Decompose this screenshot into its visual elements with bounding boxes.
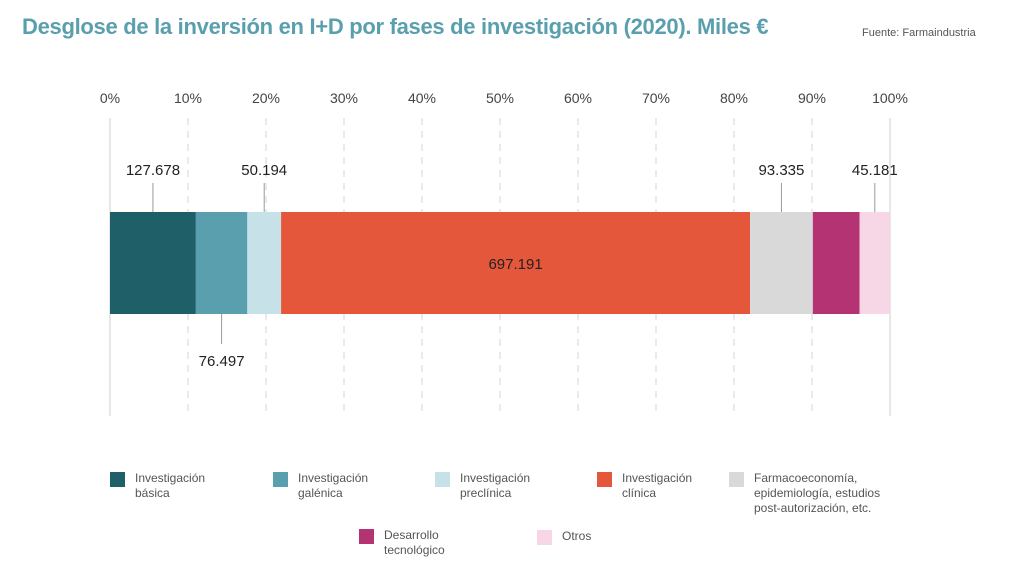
- legend-label: Desarrollo tecnológico: [384, 528, 445, 557]
- legend-swatch: [729, 472, 744, 487]
- legend-swatch: [597, 472, 612, 487]
- x-tick-label: 10%: [174, 90, 202, 106]
- x-tick-label: 100%: [872, 90, 908, 106]
- legend-label: Investigación básica: [135, 471, 206, 500]
- x-tick-label: 30%: [330, 90, 358, 106]
- bar-segment: [812, 212, 860, 314]
- bar-segment: [750, 212, 813, 314]
- legend-swatch: [110, 472, 125, 487]
- data-label: 697.191: [488, 256, 542, 273]
- legend-item: Investigación preclínica: [435, 471, 530, 501]
- legend-item: Farmacoeconomía, epidemiología, estudios…: [729, 471, 880, 516]
- bar-segment: [247, 212, 282, 314]
- bar-segment: [281, 212, 751, 314]
- data-label: 127.678: [126, 162, 180, 179]
- legend-swatch: [273, 472, 288, 487]
- legend-label: Investigación galénica: [298, 471, 369, 500]
- data-label: 93.335: [758, 162, 804, 179]
- data-label: 50.194: [241, 162, 287, 179]
- x-tick-label: 50%: [486, 90, 514, 106]
- legend-label: Investigación clínica: [622, 471, 693, 500]
- legend-label: Farmacoeconomía, epidemiología, estudios…: [754, 471, 881, 515]
- legend-swatch: [359, 529, 374, 544]
- x-tick-label: 40%: [408, 90, 436, 106]
- bar-segment: [195, 212, 248, 314]
- chart-source: Fuente: Farmaindustria: [862, 27, 976, 39]
- legend-item: Investigación clínica: [597, 471, 692, 501]
- stacked-bar-chart: 0% 10% 20% 30% 40% 50% 60% 70% 80% 90% 100% 127.678…: [100, 90, 908, 416]
- bar-segment: [110, 212, 196, 314]
- legend-label: Investigación preclínica: [460, 471, 531, 500]
- x-tick-label: 20%: [252, 90, 280, 106]
- legend-item: Investigación galénica: [273, 471, 368, 501]
- legend-label: Otros: [562, 529, 592, 543]
- data-label: 76.497: [199, 353, 245, 370]
- x-tick-label: 60%: [564, 90, 592, 106]
- legend-item: Investigación básica: [110, 471, 205, 501]
- x-tick-label: 70%: [642, 90, 670, 106]
- chart-title: Desglose de la inversión en I+D por fase…: [22, 14, 769, 39]
- legend-swatch: [435, 472, 450, 487]
- x-tick-label: 80%: [720, 90, 748, 106]
- legend-swatch: [537, 530, 552, 545]
- bar-segment: [859, 212, 890, 314]
- legend-item: Desarrollo tecnológico: [359, 528, 445, 558]
- x-tick-label: 0%: [100, 90, 120, 106]
- data-label: 45.181: [852, 162, 898, 179]
- x-tick-label: 90%: [798, 90, 826, 106]
- legend-item: Otros: [537, 529, 591, 545]
